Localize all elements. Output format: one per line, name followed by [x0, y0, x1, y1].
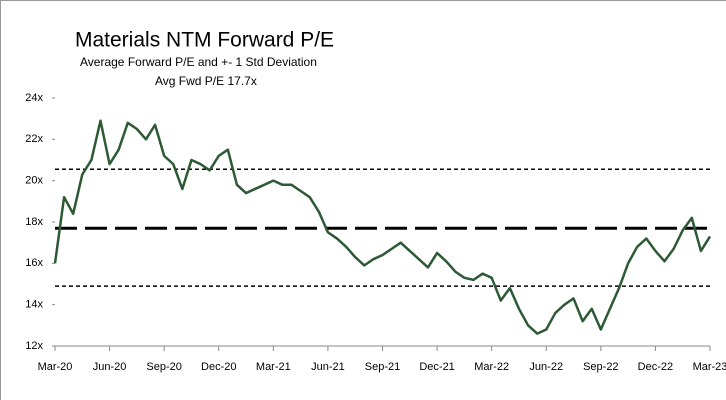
x-tick-label: Mar-21	[256, 361, 291, 373]
x-tick-label: Dec-20	[201, 361, 236, 373]
y-tick-label: 24x	[25, 92, 43, 104]
x-tick-label: Jun-20	[93, 361, 127, 373]
x-tick-label: Mar-22	[474, 361, 509, 373]
x-tick-label: Dec-21	[419, 361, 454, 373]
x-tick-label: Dec-22	[638, 361, 673, 373]
x-tick-label: Jun-22	[529, 361, 563, 373]
x-tick-label: Sep-20	[146, 361, 181, 373]
chart-subtitle: Average Forward P/E and +- 1 Std Deviati…	[80, 55, 317, 69]
x-tick-label: Mar-23	[693, 361, 726, 373]
y-tick-label: 18x	[25, 216, 43, 228]
y-tick-label: 22x	[25, 133, 43, 145]
x-tick-label: Sep-22	[583, 361, 618, 373]
annotation: Avg Fwd P/E 17.7x	[155, 74, 257, 88]
x-tick-label: Sep-21	[365, 361, 400, 373]
x-tick-label: Mar-20	[38, 361, 73, 373]
y-tick-label: 14x	[25, 299, 43, 311]
y-tick-label: 16x	[25, 257, 43, 269]
y-tick-label: 12x	[25, 340, 43, 352]
series-line	[53, 119, 712, 335]
x-tick-label: Jun-21	[311, 361, 345, 373]
y-tick-label: 20x	[25, 175, 43, 187]
chart-title: Materials NTM Forward P/E	[75, 29, 334, 52]
